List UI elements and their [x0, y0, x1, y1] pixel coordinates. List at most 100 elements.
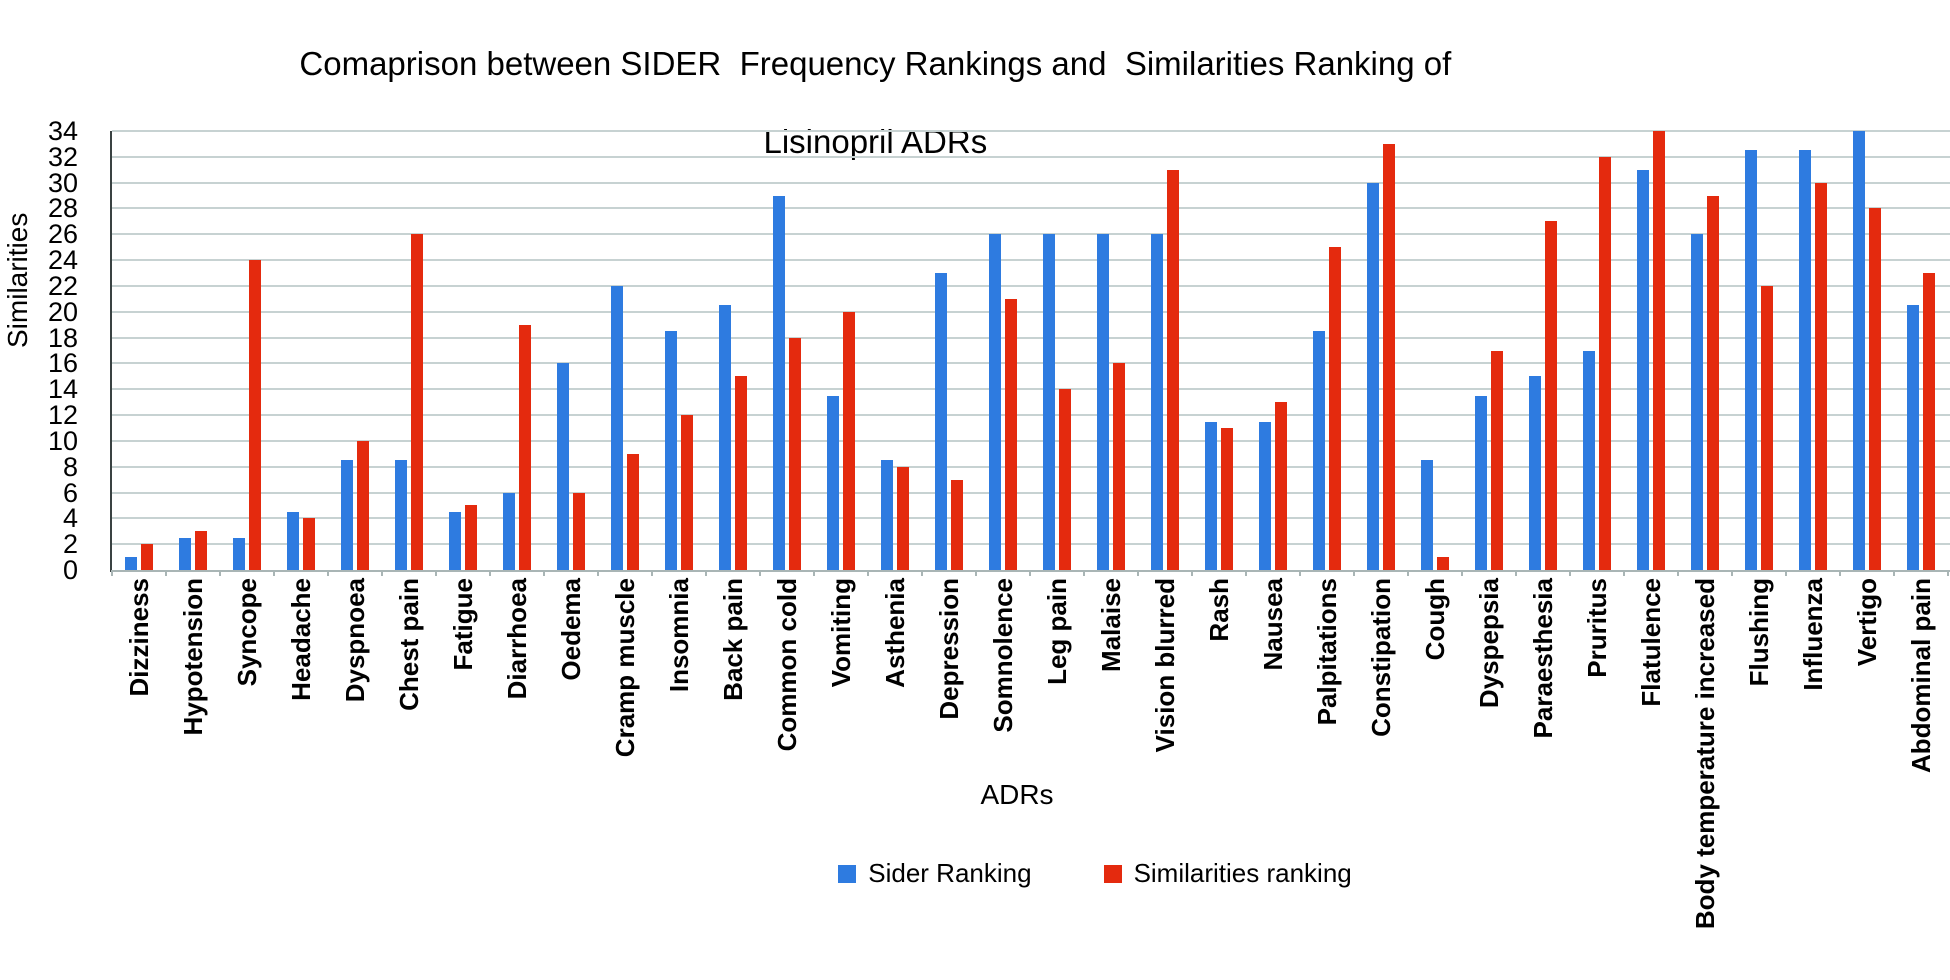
bar-sider-fatigue — [449, 511, 461, 570]
gridline-y-34 — [112, 130, 1950, 132]
y-tick-label-0: 0 — [62, 555, 78, 585]
x-axis-tick-mark — [1245, 570, 1247, 576]
legend: Sider Ranking Similarities ranking — [176, 858, 1950, 889]
bar-sider-cough — [1421, 460, 1433, 570]
legend-label-similarities-ranking: Similarities ranking — [1133, 858, 1352, 888]
bar-similarities-common-cold — [789, 337, 801, 570]
bar-similarities-insomnia — [681, 415, 693, 570]
bar-similarities-cough — [1437, 557, 1449, 570]
bar-similarities-vision-blurred — [1167, 169, 1179, 570]
bar-similarities-depression — [951, 479, 963, 570]
x-axis-category-labels: Dizziness Hypotension Syncope Headache Dyspn… — [124, 578, 1936, 930]
bar-sider-asthenia — [881, 460, 893, 570]
bar-sider-leg-pain — [1043, 234, 1055, 570]
bar-sider-insomnia — [665, 331, 677, 570]
bar-similarities-dizziness — [141, 544, 153, 570]
bar-similarities-body-temperature-increased — [1707, 195, 1719, 570]
x-axis-tick-mark — [813, 570, 815, 576]
y-tick-label-22: 22 — [47, 270, 78, 301]
gridline-y-28 — [112, 207, 1950, 210]
bar-sider-influenza — [1799, 150, 1811, 570]
x-axis-tick-mark — [867, 570, 869, 576]
y-tick-label-28: 28 — [47, 193, 78, 224]
bar-sider-cramp-muscle — [611, 285, 623, 570]
x-axis-tick-mark — [1893, 570, 1895, 576]
x-axis-tick-mark — [1569, 570, 1571, 576]
bar-similarities-cramp-muscle — [627, 453, 639, 570]
bar-similarities-dyspepsia — [1491, 350, 1503, 570]
x-axis-title: ADRs — [980, 779, 1054, 810]
chart-title: Comaprison between SIDER Frequency Ranki… — [0, 6, 1714, 201]
bar-sider-somnolence — [989, 234, 1001, 570]
bar-sider-dyspepsia — [1475, 395, 1487, 570]
y-tick-label-8: 8 — [62, 451, 78, 482]
bar-sider-paraesthesia — [1529, 376, 1541, 570]
bar-sider-flatulence — [1637, 169, 1649, 570]
x-axis-tick-mark — [1731, 570, 1733, 576]
x-axis-tick-mark — [111, 570, 113, 576]
bar-sider-body-temperature-increased — [1691, 234, 1703, 570]
bar-similarities-flushing — [1761, 285, 1773, 570]
bar-sider-depression — [935, 273, 947, 570]
bar-sider-pruritus — [1583, 350, 1595, 570]
y-tick-label-10: 10 — [47, 425, 78, 456]
bar-similarities-vertigo — [1869, 208, 1881, 570]
y-tick-label-16: 16 — [47, 348, 78, 379]
gridline-y-20 — [112, 310, 1950, 313]
gridline-y-2 — [112, 543, 1950, 546]
y-tick-label-30: 30 — [47, 167, 78, 198]
y-tick-label-24: 24 — [47, 245, 78, 276]
bar-sider-vomiting — [827, 395, 839, 570]
bar-similarities-syncope — [249, 260, 261, 570]
x-axis-tick-mark — [489, 570, 491, 576]
bar-sider-chest-pain — [395, 460, 407, 570]
x-axis-tick-mark — [597, 570, 599, 576]
y-tick-label-26: 26 — [47, 219, 78, 250]
x-axis-tick-mark — [273, 570, 275, 576]
bar-similarities-leg-pain — [1059, 389, 1071, 570]
bar-sider-diarrhoea — [503, 492, 515, 570]
y-tick-label-34: 34 — [47, 116, 78, 146]
gridline-y-10 — [112, 439, 1950, 442]
x-axis-tick-mark — [165, 570, 167, 576]
x-axis-tick-mark — [705, 570, 707, 576]
bar-similarities-palpitations — [1329, 247, 1341, 570]
chart-title-line1: Comaprison between SIDER Frequency Ranki… — [299, 44, 1452, 82]
legend-swatch-similarities-ranking — [1103, 864, 1122, 883]
gridline-y-12 — [112, 414, 1950, 417]
gridline-y-18 — [112, 336, 1950, 339]
gridline-y-26 — [112, 233, 1950, 236]
bar-sider-malaise — [1097, 234, 1109, 570]
bar-similarities-vomiting — [843, 311, 855, 570]
bar-similarities-constipation — [1383, 143, 1395, 570]
legend-item-sider-ranking: Sider Ranking — [838, 858, 1032, 889]
bar-sider-vision-blurred — [1151, 234, 1163, 570]
bar-sider-dizziness — [125, 557, 137, 570]
bar-sider-headache — [287, 511, 299, 570]
x-axis-tick-mark — [759, 570, 761, 576]
y-tick-label-12: 12 — [47, 400, 78, 431]
x-axis-tick-mark — [1515, 570, 1517, 576]
y-tick-label-32: 32 — [47, 141, 78, 172]
plot-area — [111, 130, 1950, 576]
bar-sider-syncope — [233, 537, 245, 570]
bar-sider-hypotension — [179, 537, 191, 570]
gridline-y-8 — [112, 465, 1950, 468]
x-axis-tick-mark — [543, 570, 545, 576]
bar-similarities-asthenia — [897, 466, 909, 570]
x-axis-tick-mark — [1083, 570, 1085, 576]
x-axis-tick-mark — [1029, 570, 1031, 576]
x-axis-tick-mark — [327, 570, 329, 576]
bar-sider-common-cold — [773, 195, 785, 570]
y-tick-label-6: 6 — [62, 477, 78, 508]
gridline-y-6 — [112, 491, 1950, 494]
x-axis-tick-mark — [381, 570, 383, 576]
bar-sider-constipation — [1367, 182, 1379, 570]
bar-similarities-diarrhoea — [519, 324, 531, 570]
bar-similarities-somnolence — [1005, 298, 1017, 570]
y-tick-label-18: 18 — [47, 322, 78, 353]
x-axis-tick-mark — [1785, 570, 1787, 576]
x-axis-tick-mark — [1677, 570, 1679, 576]
gridline-y-30 — [112, 181, 1950, 184]
